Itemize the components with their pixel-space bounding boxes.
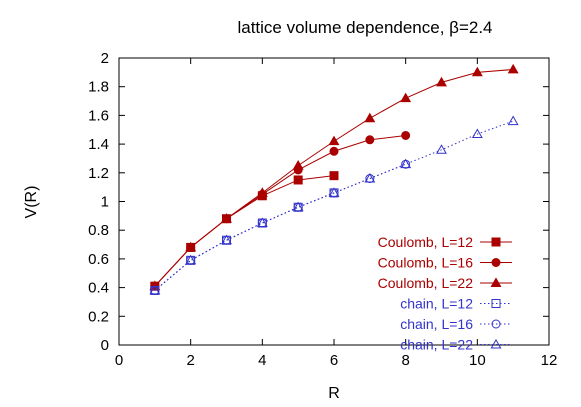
data-point [364, 172, 376, 183]
data-point [400, 92, 412, 103]
series-1 [150, 171, 339, 291]
legend-label: chain, L=16 [400, 316, 473, 332]
y-tick-label: 1.8 [88, 79, 109, 96]
data-point [185, 254, 197, 265]
x-tick-label: 2 [186, 352, 194, 369]
legend-marker [491, 319, 501, 329]
x-axis: 0 2 4 6 8 10 12 [115, 58, 558, 369]
x-tick-label: 0 [115, 352, 123, 369]
series-6 [149, 115, 519, 295]
y-tick-label: 1.4 [88, 136, 109, 153]
y-tick-label: 0.8 [88, 222, 109, 239]
legend-entry: Coulomb, L=12 [378, 234, 512, 250]
data-point [185, 241, 197, 252]
data-point [507, 63, 519, 74]
data-point [328, 187, 340, 197]
legend-marker [491, 258, 501, 267]
y-tick-label: 0.2 [88, 308, 109, 325]
legend-label: chain, L=12 [400, 296, 473, 312]
y-tick-label: 1.2 [88, 165, 109, 182]
legend-marker [491, 299, 501, 308]
series-2 [150, 130, 411, 291]
data-point [401, 130, 411, 140]
y-tick-label: 0.6 [88, 251, 109, 268]
plot-frame [118, 57, 550, 346]
legend-marker [490, 277, 502, 287]
legend-entry: chain, L=12 [400, 296, 512, 312]
data-point [256, 187, 268, 197]
legend-label: chain, L=22 [400, 337, 473, 353]
y-tick-label: 2 [101, 50, 109, 67]
legend: Coulomb, L=12 Coulomb, L=16 Coulomb, L=22 c… [378, 234, 512, 353]
data-point [292, 201, 304, 212]
data-point [292, 160, 304, 170]
series-line [154, 120, 514, 291]
y-tick-label: 1.6 [88, 107, 109, 124]
legend-marker [490, 338, 502, 349]
legend-entry: chain, L=22 [400, 337, 512, 353]
legend-label: Coulomb, L=22 [378, 275, 474, 291]
data-point [328, 135, 340, 146]
legend-marker [491, 237, 501, 247]
y-tick-label: 0 [101, 337, 109, 354]
x-tick-label: 12 [541, 352, 558, 369]
legend-label: Coulomb, L=16 [378, 255, 474, 271]
data-point [149, 284, 161, 295]
data-point [293, 175, 303, 185]
series-3 [149, 63, 519, 291]
legend-entry: Coulomb, L=22 [378, 275, 512, 291]
x-tick-label: 4 [258, 352, 266, 369]
series-4 [150, 188, 339, 295]
y-axis-label: V(R) [23, 186, 40, 219]
data-point [329, 146, 339, 156]
series-line [154, 175, 335, 287]
data-point [471, 128, 483, 139]
data-point [507, 115, 519, 126]
x-tick-label: 6 [330, 352, 338, 369]
y-tick-label: 0.4 [88, 280, 109, 297]
x-tick-label: 10 [469, 352, 486, 369]
y-tick-label: 1 [101, 194, 109, 211]
legend-entry: chain, L=16 [400, 316, 512, 332]
x-axis-label: R [328, 385, 340, 402]
data-point [221, 234, 232, 245]
chart-title: lattice volume dependence, β=2.4 [237, 18, 492, 37]
legend-label: Coulomb, L=12 [378, 234, 474, 250]
data-point [436, 144, 447, 154]
data-point [256, 217, 268, 227]
data-point [364, 112, 376, 123]
data-point [221, 213, 232, 223]
data-point [365, 135, 375, 145]
series-5 [150, 159, 411, 295]
data-point [400, 158, 412, 169]
series-line [154, 163, 406, 291]
y-axis: 0 0.2 0.4 0.6 0.8 1 1.2 1.4 1.6 1.8 2 [88, 50, 549, 354]
series-layer [149, 63, 519, 295]
legend-entry: Coulomb, L=16 [378, 255, 512, 271]
data-point [436, 76, 447, 87]
x-tick-label: 8 [401, 352, 409, 369]
data-point [471, 66, 483, 77]
data-point [329, 171, 339, 181]
